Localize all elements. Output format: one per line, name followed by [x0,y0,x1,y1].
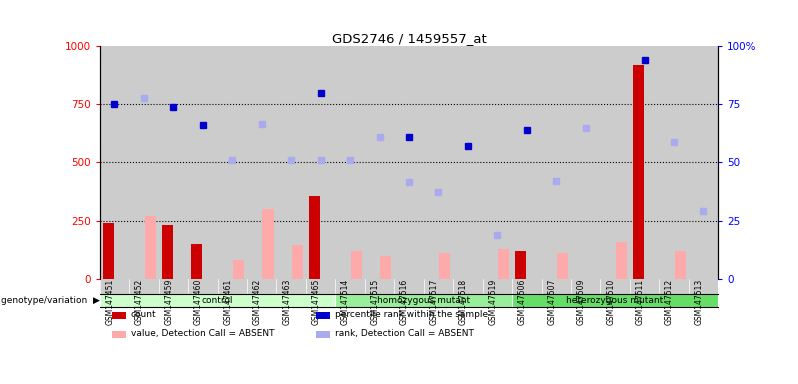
FancyBboxPatch shape [335,279,365,294]
Text: value, Detection Call = ABSENT: value, Detection Call = ABSENT [131,329,275,338]
Bar [633,65,644,279]
Text: GSM147463: GSM147463 [282,279,291,325]
Bar [292,245,303,279]
Text: percentile rank within the sample: percentile rank within the sample [335,310,488,319]
Text: GSM147512: GSM147512 [665,279,674,325]
Bar [233,260,244,279]
FancyBboxPatch shape [335,294,512,307]
Text: count: count [131,310,156,319]
Text: GSM147519: GSM147519 [488,279,497,325]
Bar [394,46,424,279]
FancyBboxPatch shape [276,279,306,294]
Bar [144,216,156,279]
FancyBboxPatch shape [659,279,689,294]
Text: GSM147460: GSM147460 [194,279,203,325]
Bar [129,46,159,279]
FancyBboxPatch shape [159,279,188,294]
Text: GSM147517: GSM147517 [429,279,438,325]
Text: GSM147518: GSM147518 [459,279,468,325]
Bar [276,46,306,279]
Bar [616,242,627,279]
Bar [674,251,685,279]
Title: GDS2746 / 1459557_at: GDS2746 / 1459557_at [332,32,486,45]
Bar [112,331,126,338]
Text: homozygous mutant: homozygous mutant [377,296,470,305]
FancyBboxPatch shape [630,279,659,294]
Text: GSM147514: GSM147514 [341,279,350,325]
Bar [380,256,391,279]
Text: GSM147507: GSM147507 [547,279,556,325]
Text: GSM147513: GSM147513 [694,279,704,325]
FancyBboxPatch shape [512,279,542,294]
Text: rank, Detection Call = ABSENT: rank, Detection Call = ABSENT [335,329,474,338]
Text: GSM147452: GSM147452 [135,279,144,325]
Bar [112,312,126,319]
Bar [600,46,630,279]
Bar [483,46,512,279]
Text: GSM147459: GSM147459 [164,279,173,325]
FancyBboxPatch shape [512,294,718,307]
Bar [350,251,361,279]
Text: GSM147465: GSM147465 [312,279,321,325]
FancyBboxPatch shape [424,279,453,294]
Text: GSM147510: GSM147510 [606,279,615,325]
Bar [188,46,218,279]
FancyBboxPatch shape [100,279,129,294]
Bar [689,46,718,279]
Bar [659,46,689,279]
FancyBboxPatch shape [689,279,718,294]
Bar [512,46,542,279]
Text: GSM147515: GSM147515 [370,279,380,325]
Bar [306,46,335,279]
Bar [161,225,173,279]
Bar [316,331,330,338]
FancyBboxPatch shape [129,279,159,294]
Bar [316,312,330,319]
Bar [263,209,274,279]
Bar [309,196,320,279]
Text: GSM147461: GSM147461 [223,279,232,325]
Bar [630,46,659,279]
Text: heterozygous mutant: heterozygous mutant [567,296,664,305]
Bar [159,46,188,279]
Text: GSM147511: GSM147511 [635,279,645,325]
Bar [453,46,483,279]
Bar [191,244,202,279]
Text: control: control [202,296,233,305]
FancyBboxPatch shape [542,279,571,294]
Bar [247,46,276,279]
FancyBboxPatch shape [247,279,276,294]
FancyBboxPatch shape [218,279,247,294]
Bar [365,46,394,279]
Bar [424,46,453,279]
Bar [218,46,247,279]
FancyBboxPatch shape [188,279,218,294]
FancyBboxPatch shape [483,279,512,294]
Text: GSM147516: GSM147516 [400,279,409,325]
Text: GSM147506: GSM147506 [518,279,527,325]
Bar [335,46,365,279]
FancyBboxPatch shape [571,279,600,294]
Text: GSM147509: GSM147509 [577,279,586,325]
FancyBboxPatch shape [453,279,483,294]
Bar [498,248,509,279]
FancyBboxPatch shape [100,294,335,307]
FancyBboxPatch shape [600,279,630,294]
FancyBboxPatch shape [394,279,424,294]
Bar [515,251,526,279]
Bar [571,46,600,279]
Bar [542,46,571,279]
Text: genotype/variation  ▶: genotype/variation ▶ [1,296,100,305]
Text: GSM147451: GSM147451 [105,279,114,325]
Bar [557,253,568,279]
Bar [103,223,114,279]
Bar [439,253,450,279]
Text: GSM147462: GSM147462 [253,279,262,325]
FancyBboxPatch shape [306,279,335,294]
FancyBboxPatch shape [365,279,394,294]
Bar [100,46,129,279]
